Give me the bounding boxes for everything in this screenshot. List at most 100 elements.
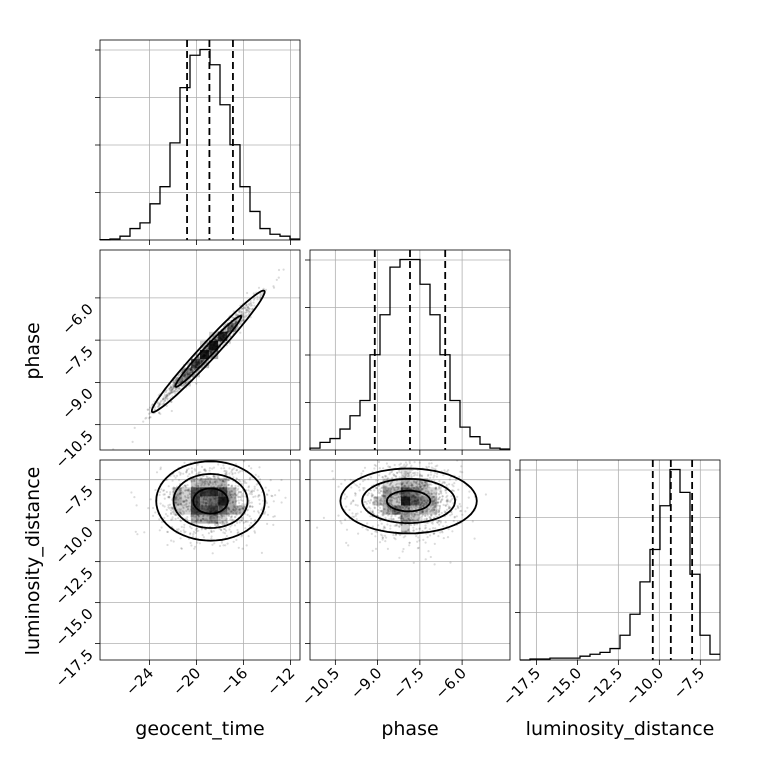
scatter-point [424,490,427,493]
scatter-point [420,502,423,505]
scatter-point [437,455,439,457]
scatter-point [174,501,177,504]
scatter-point [170,391,173,394]
scatter-point [177,528,180,531]
y-tick-label: −7.5 [58,482,96,520]
scatter-point [428,486,431,489]
scatter-point [354,483,357,486]
scatter-point [450,513,454,516]
scatter-point [176,389,180,392]
scatter-point [200,477,203,480]
scatter-point [204,470,207,473]
scatter-point [182,379,185,382]
scatter-point [214,475,217,478]
scatter-point [229,495,232,498]
scatter-point [180,508,183,511]
scatter-point [235,321,238,324]
scatter-point [395,485,399,489]
scatter-point [473,537,476,540]
scatter-point [376,497,379,500]
scatter-point [376,479,380,482]
scatter-point [183,523,186,526]
scatter-point [178,508,181,511]
scatter-point [386,508,390,511]
scatter-point [250,467,253,470]
scatter-point [213,542,216,545]
scatter-point [403,484,406,488]
scatter-point [243,460,246,463]
scatter-point [204,480,207,483]
scatter-point [179,530,182,533]
scatter-point [208,351,211,354]
scatter-point [204,482,207,485]
scatter-point [248,302,251,305]
scatter-point [389,465,392,468]
scatter-point [170,391,173,394]
scatter-point [386,509,389,512]
scatter-point [223,480,226,483]
scatter-point [272,285,275,288]
scatter-point [385,512,389,515]
scatter-point [229,327,232,330]
scatter-point [207,346,210,349]
scatter-point [407,507,410,510]
scatter-point [266,513,270,516]
scatter-point [436,464,439,467]
scatter-point [428,516,431,519]
scatter-point [345,528,349,531]
scatter-point [210,529,213,532]
scatter-point [177,387,180,390]
scatter-point [397,516,400,519]
scatter-point [380,486,383,489]
scatter-point [168,496,171,499]
scatter-point [222,480,225,483]
scatter-point [240,498,243,501]
scatter-point [399,492,402,496]
scatter-point [417,514,420,517]
scatter-point [384,487,387,490]
density-cell [200,478,210,488]
contour-line [174,314,243,388]
scatter-point [204,483,207,486]
scatter-point [421,495,424,498]
scatter-point [189,367,192,370]
scatter-point [412,515,415,518]
scatter-point [356,504,359,507]
scatter-point [183,526,186,529]
scatter-point [238,508,241,511]
scatter-point [282,268,285,271]
scatter-point [230,325,233,328]
density-cell [218,496,228,506]
scatter-point [410,475,413,479]
scatter-point [417,546,420,549]
scatter-point [198,515,201,518]
scatter-point [229,490,232,493]
scatter-point [133,496,136,499]
scatter-point [438,513,441,516]
scatter-point [349,502,352,505]
scatter-point [158,529,161,532]
scatter-point [200,362,203,365]
scatter-point [175,378,178,381]
scatter-point [166,394,169,397]
scatter-point [232,540,235,543]
scatter-point [191,370,194,373]
scatter-point [173,474,176,478]
scatter-point [265,493,268,496]
scatter-point [188,371,191,374]
panels-layer: −17.5−15.0−12.5−10.0 −7.5−10.5−9.0−7.5−6.… [52,39,721,709]
scatter-point [169,391,172,394]
scatter-point [189,369,192,372]
scatter-point [259,296,262,299]
scatter-point [228,326,231,329]
scatter-point [178,510,181,514]
scatter-point [366,522,369,525]
scatter-point [170,409,173,413]
scatter-point [215,521,218,524]
scatter-point [363,500,366,503]
scatter-point [153,408,157,411]
scatter-point [189,541,192,545]
scatter-point [159,502,162,505]
scatter-point [402,547,405,551]
scatter-point [390,499,394,502]
